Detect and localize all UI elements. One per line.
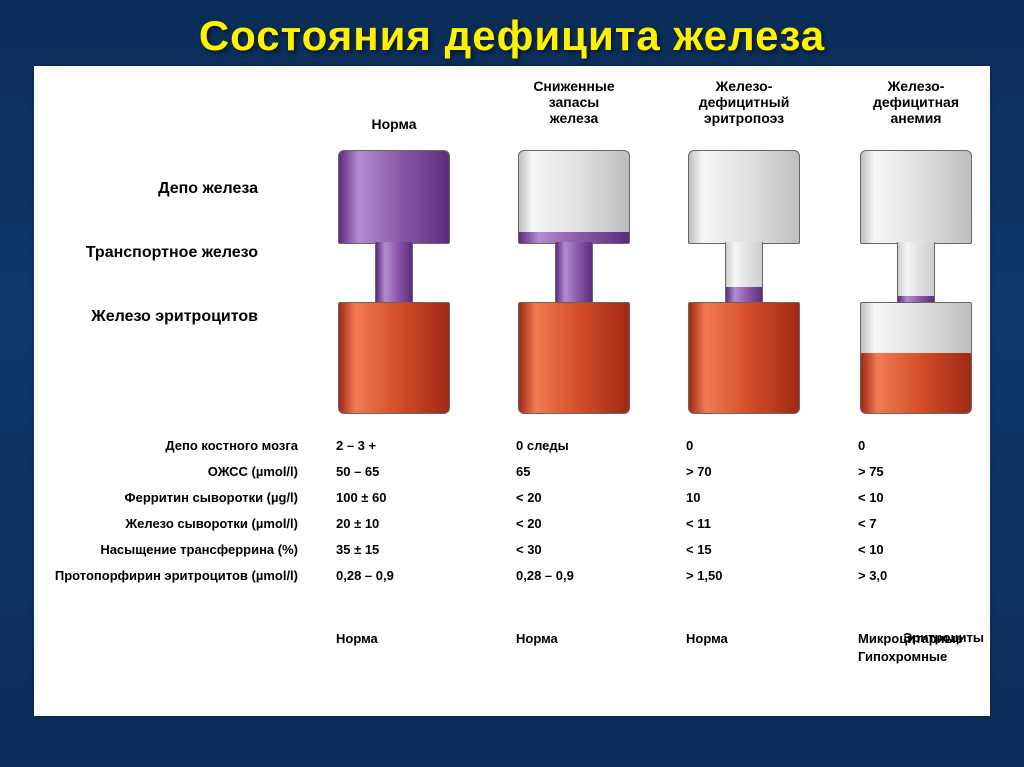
transport-iron-container: [725, 242, 763, 302]
iron-store-container: [688, 150, 800, 244]
iron-store-container: [338, 150, 450, 244]
param-val-4-2: < 15: [686, 542, 826, 557]
param-label-5: Протопорфирин эритроцитов (µmol/l): [40, 568, 298, 583]
stage-headers: Норма СниженныезапасыжелезаЖелезо-дефицит…: [34, 72, 990, 152]
stage-header-1: Сниженныезапасыжелеза: [494, 78, 654, 126]
param-val-5-3: > 3,0: [858, 568, 998, 583]
stage-header-0: Норма: [314, 116, 474, 132]
stage-header-2: Железо-дефицитныйэритропоэз: [664, 78, 824, 126]
diagram-stage-1: [499, 150, 649, 412]
erythrocytes-val-2: Норма: [686, 630, 846, 648]
param-label-1: ОЖСС (µmol/l): [40, 464, 298, 479]
param-val-4-0: 35 ± 15: [336, 542, 476, 557]
compartment-label-1: Транспортное железо: [38, 244, 258, 262]
param-val-3-2: < 11: [686, 516, 826, 531]
transport-iron-container: [555, 242, 593, 302]
iron-store-container: [860, 150, 972, 244]
stage-header-3: Железо-дефицитнаяанемия: [836, 78, 996, 126]
rbc-iron-container: [338, 302, 450, 414]
param-val-1-0: 50 – 65: [336, 464, 476, 479]
erythrocytes-val-1: Норма: [516, 630, 676, 648]
param-val-0-0: 2 – 3 +: [336, 438, 476, 453]
transport-iron-fill: [726, 287, 762, 302]
rbc-iron-fill: [689, 303, 799, 413]
param-label-0: Депо костного мозга: [40, 438, 298, 453]
transport-iron-container: [375, 242, 413, 302]
param-val-3-3: < 7: [858, 516, 998, 531]
rbc-iron-container: [860, 302, 972, 414]
param-val-0-2: 0: [686, 438, 826, 453]
erythrocytes-val-3: МикроцитарныеГипохромные: [858, 630, 1018, 666]
content-panel: Норма СниженныезапасыжелезаЖелезо-дефицит…: [34, 66, 990, 716]
diagram-stage-2: [669, 150, 819, 412]
param-val-5-0: 0,28 – 0,9: [336, 568, 476, 583]
rbc-iron-fill: [339, 303, 449, 413]
slide-title: Состояния дефицита железа: [0, 12, 1024, 60]
transport-iron-fill: [556, 242, 592, 302]
param-val-0-3: 0: [858, 438, 998, 453]
param-val-1-1: 65: [516, 464, 656, 479]
diagram-stage-0: [319, 150, 469, 412]
param-val-5-2: > 1,50: [686, 568, 826, 583]
rbc-iron-container: [518, 302, 630, 414]
transport-iron-container: [897, 242, 935, 302]
param-val-3-0: 20 ± 10: [336, 516, 476, 531]
param-label-3: Железо сыворотки (µmol/l): [40, 516, 298, 531]
transport-iron-fill: [376, 242, 412, 302]
compartment-label-2: Железо эритроцитов: [38, 308, 258, 326]
iron-store-container: [518, 150, 630, 244]
rbc-iron-fill: [861, 353, 971, 414]
param-val-4-3: < 10: [858, 542, 998, 557]
param-val-1-3: > 75: [858, 464, 998, 479]
param-val-2-2: 10: [686, 490, 826, 505]
param-val-2-3: < 10: [858, 490, 998, 505]
param-val-0-1: 0 следы: [516, 438, 656, 453]
param-label-2: Ферритин сыворотки (µg/l): [40, 490, 298, 505]
param-val-3-1: < 20: [516, 516, 656, 531]
iron-store-fill: [339, 151, 449, 243]
param-val-4-1: < 30: [516, 542, 656, 557]
compartment-label-0: Депо железа: [38, 180, 258, 198]
erythrocytes-val-0: Норма: [336, 630, 496, 648]
param-label-4: Насыщение трансферрина (%): [40, 542, 298, 557]
param-val-2-1: < 20: [516, 490, 656, 505]
param-val-5-1: 0,28 – 0,9: [516, 568, 656, 583]
diagram-stage-3: [841, 150, 991, 412]
param-val-1-2: > 70: [686, 464, 826, 479]
param-val-2-0: 100 ± 60: [336, 490, 476, 505]
rbc-iron-container: [688, 302, 800, 414]
rbc-iron-fill: [519, 303, 629, 413]
